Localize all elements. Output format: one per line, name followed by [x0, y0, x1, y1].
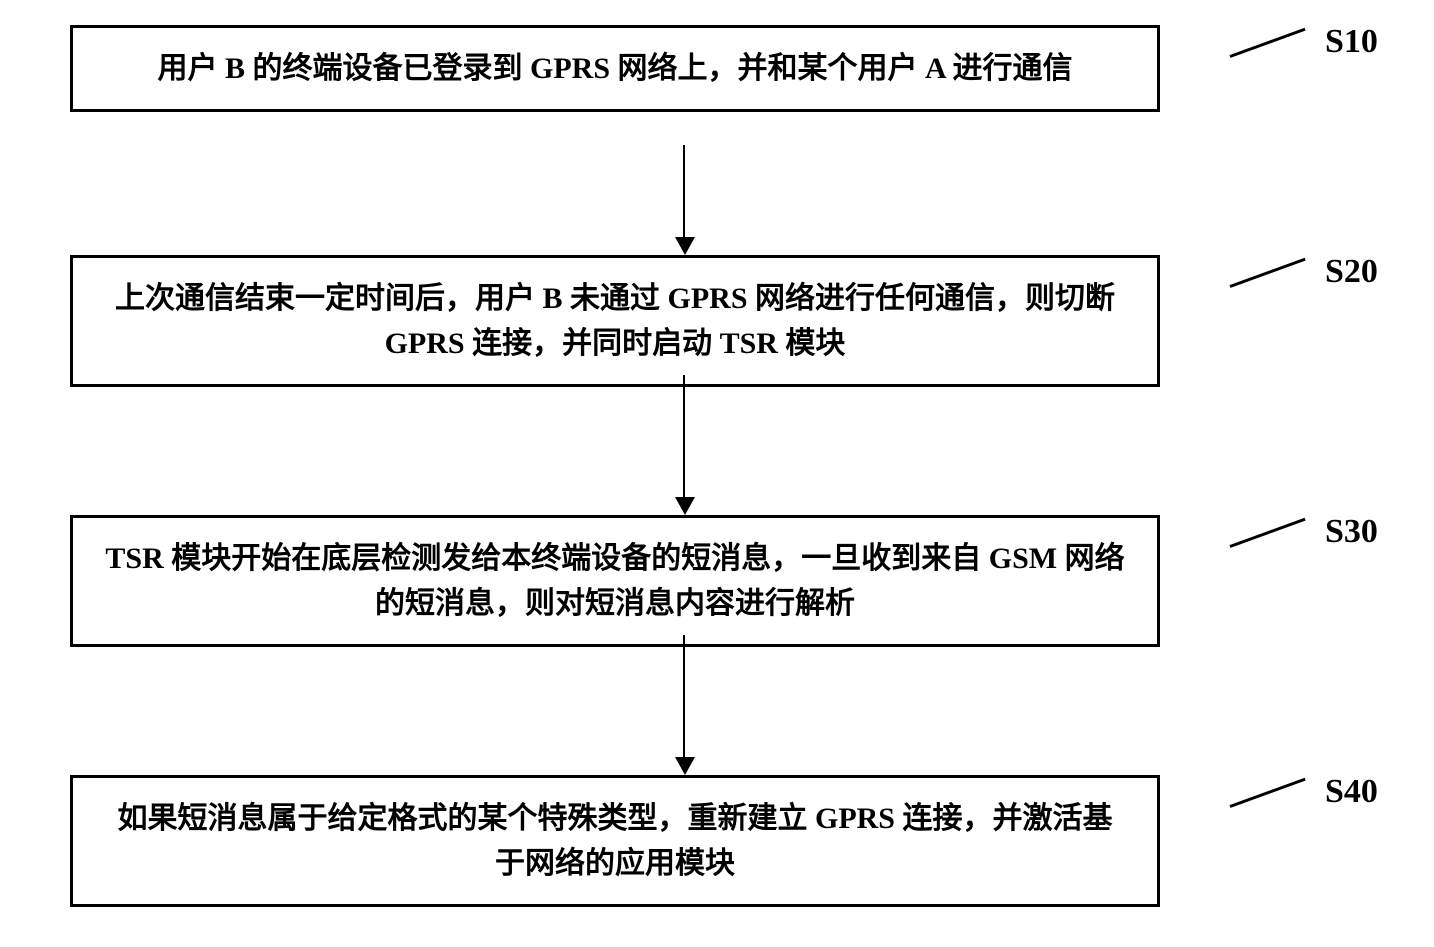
connector-1-line	[683, 145, 685, 237]
step-s30-label-line	[1229, 518, 1305, 548]
step-s10-text: 用户 B 的终端设备已登录到 GPRS 网络上，并和某个用户 A 进行通信	[157, 46, 1072, 91]
connector-2-line	[683, 375, 685, 497]
step-s20-wrapper: 上次通信结束一定时间后，用户 B 未通过 GPRS 网络进行任何通信，则切断 G…	[70, 255, 1160, 387]
connector-1-arrow	[675, 237, 695, 255]
step-s20-label-line	[1229, 258, 1305, 288]
step-s20-box: 上次通信结束一定时间后，用户 B 未通过 GPRS 网络进行任何通信，则切断 G…	[70, 255, 1160, 387]
step-s30-label: S30	[1325, 513, 1378, 551]
step-s10-label: S10	[1325, 23, 1378, 61]
step-s10-label-line	[1229, 28, 1305, 58]
step-s40-label-line	[1229, 778, 1305, 808]
connector-2-arrow	[675, 497, 695, 515]
step-s30-wrapper: TSR 模块开始在底层检测发给本终端设备的短消息，一旦收到来自 GSM 网络的短…	[70, 515, 1160, 647]
step-s40-wrapper: 如果短消息属于给定格式的某个特殊类型，重新建立 GPRS 连接，并激活基于网络的…	[70, 775, 1160, 907]
step-s30-box: TSR 模块开始在底层检测发给本终端设备的短消息，一旦收到来自 GSM 网络的短…	[70, 515, 1160, 647]
step-s10-box: 用户 B 的终端设备已登录到 GPRS 网络上，并和某个用户 A 进行通信	[70, 25, 1160, 112]
step-s40-box: 如果短消息属于给定格式的某个特殊类型，重新建立 GPRS 连接，并激活基于网络的…	[70, 775, 1160, 907]
step-s30-text: TSR 模块开始在底层检测发给本终端设备的短消息，一旦收到来自 GSM 网络的短…	[103, 536, 1127, 626]
step-s40-text: 如果短消息属于给定格式的某个特殊类型，重新建立 GPRS 连接，并激活基于网络的…	[103, 796, 1127, 886]
step-s10-wrapper: 用户 B 的终端设备已登录到 GPRS 网络上，并和某个用户 A 进行通信	[70, 25, 1160, 112]
step-s20-text: 上次通信结束一定时间后，用户 B 未通过 GPRS 网络进行任何通信，则切断 G…	[103, 276, 1127, 366]
step-s20-label: S20	[1325, 253, 1378, 291]
step-s40-label: S40	[1325, 773, 1378, 811]
connector-3-arrow	[675, 757, 695, 775]
connector-3-line	[683, 635, 685, 757]
